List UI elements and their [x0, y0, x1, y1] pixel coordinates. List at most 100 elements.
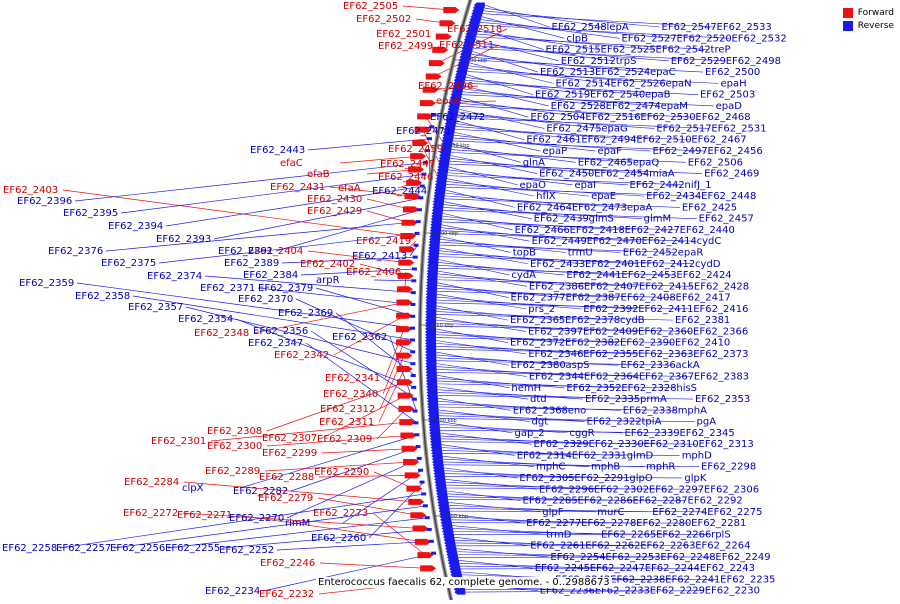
reverse-gene-label: murC — [597, 507, 624, 518]
gene-connector — [436, 306, 508, 320]
reverse-gene-marker — [420, 481, 425, 484]
reverse-gene-label: EF62_2258 — [2, 543, 57, 554]
reverse-gene-label: EF62_2310 — [644, 439, 699, 450]
reverse-gene-label: EF62_2374 — [147, 271, 202, 282]
reverse-gene-label: EF62_2548 — [552, 22, 607, 33]
reverse-gene-label: EF62_2415 — [639, 281, 694, 292]
scale-tick-label: 2450 kbp — [446, 143, 470, 149]
forward-gene-label: EF62_2272 — [123, 508, 178, 519]
forward-gene-label: EF62_2459 — [388, 144, 443, 155]
reverse-gene-label: EF62_2359 — [19, 278, 74, 289]
reverse-gene-label: EF62_2513 — [540, 67, 595, 78]
reverse-gene-label: EF62_2373 — [693, 349, 748, 360]
reverse-gene-label: trmU — [568, 247, 593, 258]
reverse-gene-label: EF62_2339 — [624, 428, 679, 439]
reverse-gene-label: lepA — [607, 22, 629, 33]
reverse-gene-label: EF62_2494 — [581, 135, 636, 146]
reverse-gene-label: EF62_2256 — [110, 543, 165, 554]
reverse-gene-label: EF62_2504 — [530, 112, 585, 123]
reverse-gene-label: EF62_2503 — [700, 90, 755, 101]
forward-gene-label: EF62_2273 — [313, 508, 368, 519]
reverse-gene-label: EF62_2427 — [625, 225, 680, 236]
reverse-gene-label: glpF — [542, 507, 563, 518]
reverse-gene-label: EF62_2230 — [705, 586, 760, 597]
reverse-gene-label: EF62_2474 — [606, 101, 661, 112]
forward-gene-label: EF62_2311 — [319, 417, 374, 428]
reverse-gene-label: EF62_2475 — [546, 123, 601, 134]
reverse-gene-label: arpR — [316, 275, 340, 286]
reverse-gene-label: EF62_2514 — [555, 78, 610, 89]
reverse-gene-label: glmS — [589, 214, 614, 225]
reverse-gene-label: EF62_2353 — [695, 394, 750, 405]
reverse-gene-label: glpO — [629, 473, 652, 484]
forward-gene-marker — [398, 393, 414, 399]
forward-gene-marker — [405, 472, 421, 478]
reverse-gene-label: EF62_2526 — [610, 78, 665, 89]
forward-gene-marker — [396, 353, 412, 359]
legend-forward-label: Forward — [858, 8, 894, 18]
reverse-gene-label: trmD — [546, 529, 572, 540]
forward-gene-label: EF62_2284 — [124, 477, 179, 488]
reverse-gene-label: EF62_2329 — [534, 439, 589, 450]
reverse-gene-label: EF62_2411 — [638, 304, 693, 315]
forward-gene-marker — [426, 73, 442, 79]
reverse-gene-label: EF62_2249 — [715, 552, 770, 563]
reverse-gene-label: EF62_2392 — [583, 304, 638, 315]
reverse-gene-label: EF62_2265 — [601, 529, 656, 540]
forward-gene-marker — [402, 220, 418, 226]
reverse-gene-label: hisS — [676, 383, 697, 394]
forward-gene-marker — [420, 100, 436, 106]
reverse-gene-label: EF62_2547 — [662, 22, 717, 33]
gene-connector — [374, 280, 415, 281]
reverse-gene-label: EF62_2366 — [693, 326, 748, 337]
reverse-gene-label: hemH — [511, 383, 541, 394]
reverse-gene-label: EF62_2410 — [675, 338, 730, 349]
reverse-gene-label: EF62_2444 — [372, 186, 427, 197]
reverse-gene-label: EF62_2356 — [253, 326, 308, 337]
reverse-gene-label: glnA — [523, 157, 545, 168]
forward-gene-marker — [396, 313, 412, 319]
forward-gene-label: EF62_2406 — [346, 267, 401, 278]
reverse-gene-label: EF62_2377 — [511, 293, 566, 304]
reverse-gene-label: epaF — [597, 146, 622, 157]
reverse-gene-marker — [411, 279, 416, 282]
reverse-gene-label: dtd — [530, 394, 547, 405]
forward-gene-label: EF62_2446 — [378, 172, 433, 183]
gene-connector — [437, 390, 583, 399]
reverse-gene-marker — [410, 362, 415, 365]
forward-gene-label: EF62_2271 — [177, 510, 232, 521]
reverse-gene-label: EF62_2344 — [529, 372, 584, 383]
reverse-gene-label: EF62_2532 — [731, 33, 786, 44]
reverse-gene-label: EF62_2528 — [551, 101, 606, 112]
forward-gene-label: EF62_2447 — [380, 159, 435, 170]
reverse-gene-label: EF62_2428 — [694, 281, 749, 292]
reverse-gene-label: EF62_2510 — [636, 135, 691, 146]
reverse-gene-label: EF62_2517 — [656, 123, 711, 134]
reverse-gene-label: EF62_2260 — [311, 533, 366, 544]
reverse-gene-label: EF62_2533 — [717, 22, 772, 33]
reverse-gene-label: EF62_2525 — [601, 45, 656, 56]
reverse-gene-label: EF62_2291 — [574, 473, 629, 484]
forward-gene-marker — [429, 60, 445, 66]
forward-gene-label: EF62_2429 — [307, 206, 362, 217]
forward-gene-marker — [402, 446, 418, 452]
forward-gene-marker — [443, 7, 459, 13]
reverse-gene-label: EF62_2368 — [513, 405, 568, 416]
reverse-gene-label: EF62_2254 — [550, 552, 605, 563]
forward-gene-marker — [406, 486, 422, 492]
forward-gene-marker — [410, 512, 426, 518]
reverse-gene-label: EF62_2500 — [705, 67, 760, 78]
reverse-gene-label: EF62_2417 — [676, 293, 731, 304]
reverse-gene-label: EF62_2424 — [676, 270, 731, 281]
reverse-gene-marker — [431, 552, 436, 555]
reverse-gene-label: EF62_2442 — [630, 180, 685, 191]
reverse-gene-label: EF62_2285 — [523, 496, 578, 507]
reverse-gene-label: EF62_2448 — [701, 191, 756, 202]
reverse-gene-label: epaQ — [633, 157, 660, 168]
reverse-gene-label: EF62_2381 — [675, 315, 730, 326]
reverse-gene-label: EF62_2330 — [589, 439, 644, 450]
gene-connector — [436, 352, 508, 365]
reverse-gene-label: epaP — [542, 146, 567, 157]
reverse-gene-label: EF62_2247 — [590, 563, 645, 574]
reverse-gene-label: EF62_2376 — [48, 246, 103, 257]
